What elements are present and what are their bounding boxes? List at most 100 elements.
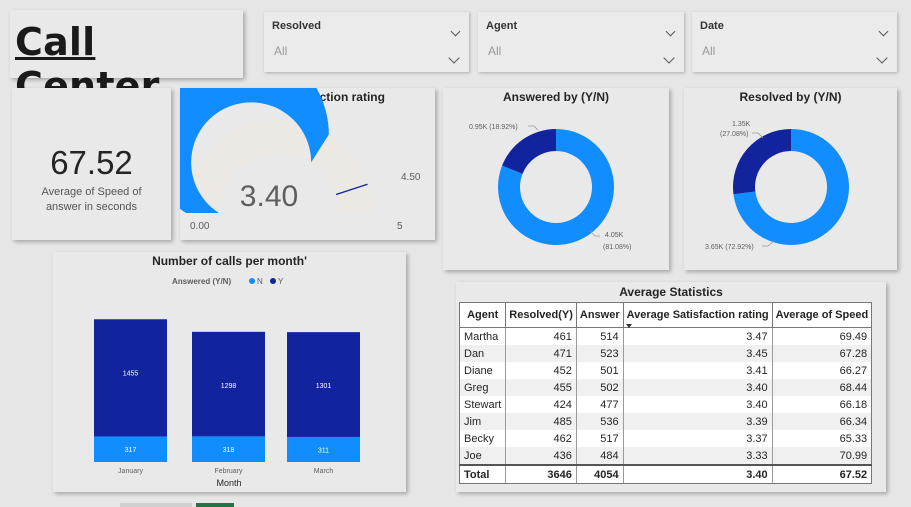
agent-slicer[interactable]: Agent All: [478, 12, 684, 72]
column-header-satisfaction[interactable]: Average Satisfaction rating: [622, 302, 773, 328]
gauge-fill[interactable]: [180, 88, 329, 213]
table-cell: 485: [505, 413, 577, 430]
donut-label-y-percent: (81.08%): [603, 244, 631, 251]
donut-slice-y[interactable]: [733, 129, 849, 245]
resolved-donut-svg: 1.35K (27.08%) 3.65K (72.92%): [705, 121, 849, 251]
table-cell: 68.44: [771, 379, 873, 396]
total-cell: 3646: [505, 464, 577, 484]
bar-segment-n[interactable]: [94, 436, 167, 462]
table-cell: 523: [575, 345, 624, 362]
donut-title: Answered by (Y/N): [502, 90, 610, 104]
chevron-down-icon[interactable]: [878, 26, 889, 37]
table-cell: 436: [505, 447, 577, 465]
gauge-max-label: 5: [397, 221, 403, 232]
slicer-value[interactable]: All: [488, 44, 502, 58]
chevron-down-icon[interactable]: [450, 26, 461, 37]
slicer-value[interactable]: All: [702, 44, 716, 58]
slicer-value[interactable]: All: [274, 44, 288, 58]
legend-marker-n: [249, 278, 255, 284]
bar-segment-y[interactable]: [192, 331, 265, 437]
x-tick-label: February: [214, 468, 243, 475]
answered-donut-svg: 0.95K (18.92%) 4.05K (81.08%): [469, 124, 631, 251]
table-row[interactable]: Stewart 424 477 3.40 66.18: [458, 396, 873, 413]
column-header-agent[interactable]: Agent: [458, 302, 507, 328]
table-cell: 3.39: [622, 413, 773, 430]
donut-label-n-value: 1.35K: [732, 121, 751, 128]
table-cell: 3.47: [622, 327, 773, 345]
column-header-resolved[interactable]: Resolved(Y): [505, 302, 577, 328]
table-cell: 536: [575, 413, 624, 430]
table-cell: 67.28: [771, 345, 873, 362]
column-header-speed[interactable]: Average of Speed: [771, 302, 873, 328]
table-row[interactable]: Becky 462 517 3.37 65.33: [458, 430, 873, 447]
bar-chart-svg: Answered (Y/N) N Y Month 317 1455 January 3…: [94, 277, 360, 488]
donut-label-n: 0.95K (18.92%): [469, 124, 518, 131]
satisfaction-gauge-card: Average Satisfaction rating 3.40 0.00 5 …: [180, 88, 435, 240]
table-row[interactable]: Joe 436 484 3.33 70.99: [458, 447, 873, 465]
gauge-svg: 3.40 0.00 5 4.50: [180, 88, 421, 232]
bar-data-label: 1301: [316, 383, 332, 390]
statistics-table: Agent Resolved(Y) Answer Average Satisfa…: [458, 302, 873, 484]
donut-label-y: 3.65K (72.92%): [705, 244, 754, 251]
table-row[interactable]: Jim 485 536 3.39 66.34: [458, 413, 873, 430]
bar-segment-y[interactable]: [287, 332, 360, 437]
bar-chart-title: Number of calls per month': [152, 254, 307, 268]
answered-donut-card: Answered by (Y/N) 0.95K (18.92%) 4.05K (…: [443, 88, 669, 270]
table-cell: 66.27: [771, 362, 873, 379]
table-cell: 477: [575, 396, 624, 413]
donut-title: Resolved by (Y/N): [739, 90, 842, 104]
x-axis-title: Month: [216, 478, 241, 488]
table-cell: Diane: [458, 362, 506, 379]
chevron-down-icon[interactable]: [665, 26, 676, 37]
donut-label-y-value: 4.05K: [605, 232, 624, 239]
table-cell: 501: [575, 362, 624, 379]
donut-slice-y[interactable]: [498, 129, 614, 246]
table-cell: Greg: [458, 379, 506, 396]
gauge-value: 3.40: [240, 180, 298, 213]
bar-segment-y[interactable]: [94, 319, 167, 437]
table-cell: Stewart: [458, 396, 506, 413]
leader-line: [762, 240, 775, 247]
chevron-down-icon[interactable]: [876, 52, 888, 64]
bar-data-label: 1298: [221, 383, 237, 390]
table-row[interactable]: Dan 471 523 3.45 67.28: [458, 345, 873, 362]
table-cell: 455: [505, 379, 577, 396]
speed-kpi-card: 67.52 Average of Speed of answer in seco…: [12, 88, 171, 240]
leader-line: [528, 125, 539, 131]
table-cell: Becky: [458, 430, 506, 447]
title-card: Call Center: [10, 10, 243, 108]
table-cell: 452: [505, 362, 577, 379]
date-slicer[interactable]: Date All: [692, 12, 897, 72]
page-tab-indicator[interactable]: [120, 503, 192, 507]
column-header-answer[interactable]: Answer: [575, 302, 624, 328]
page-tab-active[interactable]: [196, 503, 234, 507]
bar-data-label: 311: [318, 447, 329, 454]
table-cell: 517: [575, 430, 624, 447]
table-row[interactable]: Diane 452 501 3.41 66.27: [458, 362, 873, 379]
bar-data-label: 1455: [123, 370, 139, 377]
table-total-row: Total 3646 4054 3.40 67.52: [458, 464, 873, 484]
table-cell: 3.45: [622, 345, 773, 362]
table-cell: 502: [575, 379, 624, 396]
total-cell: 4054: [575, 464, 624, 484]
gauge-target-label: 4.50: [401, 172, 421, 183]
table-cell: Dan: [458, 345, 506, 362]
table-cell: Jim: [458, 413, 506, 430]
table-row[interactable]: Greg 455 502 3.40 68.44: [458, 379, 873, 396]
donut-slice-n[interactable]: [502, 129, 556, 174]
bar-segment-n[interactable]: [192, 436, 265, 462]
chevron-down-icon[interactable]: [448, 52, 460, 64]
gauge-target-marker: [335, 183, 368, 196]
bar-segment-n[interactable]: [287, 436, 360, 462]
total-cell: 3.40: [622, 464, 773, 484]
resolved-slicer[interactable]: Resolved All: [264, 12, 469, 72]
donut-slice-n[interactable]: [733, 129, 791, 195]
chevron-down-icon[interactable]: [663, 52, 675, 64]
leader-line: [589, 230, 600, 237]
table-cell: 461: [505, 327, 577, 345]
table-row[interactable]: Martha 461 514 3.47 69.49: [458, 327, 873, 345]
table-body: Martha 461 514 3.47 69.49 Dan 471 523 3.45 67.28 D…: [458, 327, 873, 465]
sort-descending-icon[interactable]: [625, 324, 632, 328]
gauge-min-label: 0.00: [190, 221, 210, 232]
total-cell: 67.52: [771, 464, 873, 484]
